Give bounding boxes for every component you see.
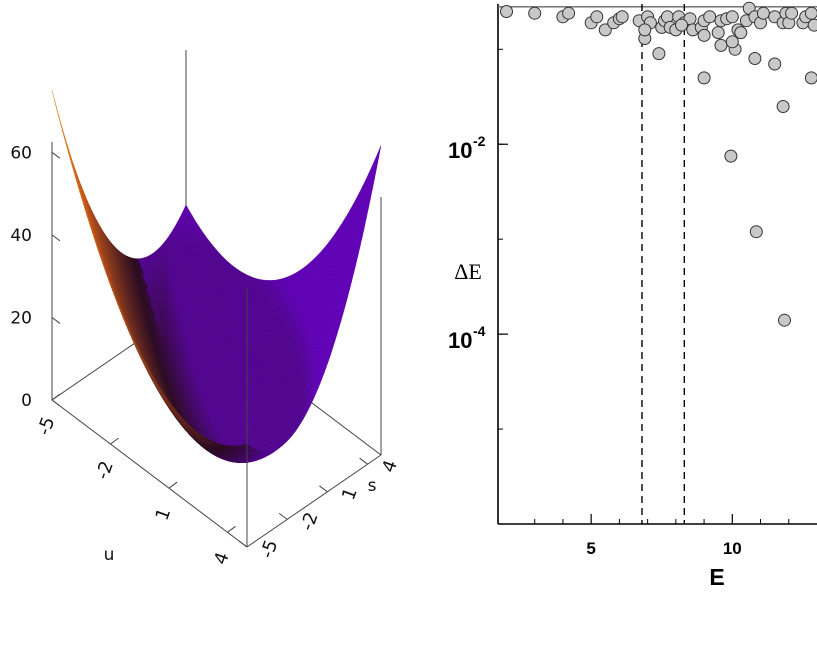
scatter-x-ticks: 5 10 [586, 514, 742, 558]
u-axis-label: u [104, 545, 115, 565]
surface-z-tick [51, 234, 61, 242]
surface-z-tick-label: 40 [10, 226, 32, 246]
surface-u-tick-label: 1 [152, 505, 176, 523]
scatter-point [562, 6, 576, 20]
scatter-point [749, 225, 763, 239]
surface-u-tick-label: -2 [92, 458, 118, 482]
surface-s-tick [278, 513, 288, 520]
scatter-point [703, 10, 717, 24]
scatter-point [714, 38, 728, 52]
surface-z-tick-label: 60 [10, 143, 32, 163]
scatter-point [697, 71, 711, 85]
scatter-y-ticks: 10-210-4 [448, 133, 508, 353]
surface-s-tick-label: -5 [257, 537, 283, 561]
s-axis-label: s [368, 476, 377, 496]
surface-s-axis: -5 -2 14 [238, 457, 402, 561]
surface-u-tick-label: -5 [34, 414, 60, 438]
scatter-y-axis-label: ΔE [454, 259, 482, 284]
scatter-point [756, 6, 770, 20]
surface-z-tick [51, 399, 61, 407]
scatter-point [748, 52, 762, 65]
scatter-point [776, 100, 790, 113]
scatter-x-tick-label: 5 [586, 539, 595, 558]
scatter-point [724, 149, 738, 163]
scatter-point [652, 47, 666, 61]
scatter-y-tick-label: 10 [448, 328, 472, 353]
surface-s-tick [238, 540, 248, 548]
scatter-x-tick-label: 10 [723, 539, 742, 558]
scatter-point [638, 23, 652, 37]
scatter-point [778, 313, 791, 327]
surface-s-tick-label: -2 [297, 510, 323, 534]
scatter-point [660, 10, 674, 24]
scatter-point [615, 10, 629, 24]
surface-mesh [51, 90, 382, 463]
surface-u-tick [168, 481, 178, 489]
scatter-y-tick-exponent: -4 [473, 323, 486, 339]
scatter-point [804, 71, 817, 85]
surface-z-tick [51, 317, 61, 324]
surface-u-tick [227, 525, 236, 533]
surface-u-tick [51, 393, 61, 401]
scatter-reference-lines [498, 4, 817, 524]
scatter-point [807, 18, 817, 32]
surface-s-tick-label: 4 [378, 457, 402, 475]
scatter-point [768, 57, 782, 71]
scatter-point [528, 6, 542, 20]
surface-s-tick [359, 457, 368, 465]
surface-cell [375, 145, 382, 164]
surface-u-tick-label: 4 [210, 549, 234, 567]
scatter-y-tick-label: 10 [448, 138, 472, 163]
scatter-point [500, 5, 513, 18]
scatter-point [785, 6, 799, 20]
surface-s-tick-label: 1 [338, 485, 362, 503]
surface-z-tick [51, 151, 61, 159]
scatter-points [500, 1, 817, 327]
scatter-x-axis-label: E [709, 564, 724, 590]
scatter-point [711, 26, 725, 40]
scatter-point [697, 28, 711, 42]
scatter-y-tick-exponent: -2 [473, 133, 486, 149]
scatter-plot: 5 10 10-210-4 E ΔE [448, 1, 817, 590]
surface-z-tick-label: 20 [10, 308, 32, 328]
scatter-point [725, 10, 739, 24]
surface-z-tick-label: 0 [21, 391, 32, 411]
scatter-point [590, 10, 604, 24]
surface-u-tick [110, 437, 119, 445]
scatter-point [804, 6, 817, 20]
scatter-point [675, 18, 688, 32]
scatter-point [725, 35, 739, 49]
surface-z-axis: 0 20 40 60 [10, 143, 61, 411]
surface-s-tick [319, 485, 328, 493]
scatter-point [734, 26, 748, 40]
scatter-axes [497, 4, 817, 525]
